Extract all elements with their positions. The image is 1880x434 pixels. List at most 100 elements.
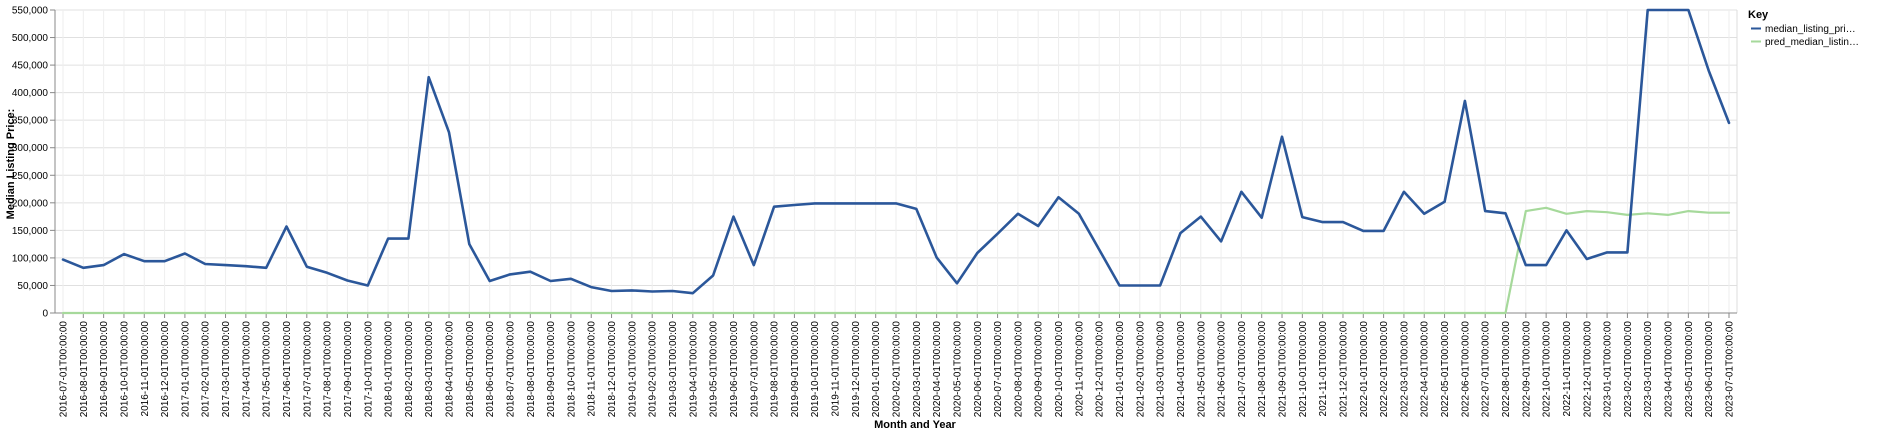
x-tick-label: 2022-12-01T00:00:00 bbox=[1582, 321, 1593, 418]
x-tick-label: 2018-02-01T00:00:00 bbox=[404, 321, 415, 418]
x-tick-label: 2018-07-01T00:00:00 bbox=[505, 321, 516, 418]
y-tick-label: 550,000 bbox=[12, 6, 49, 17]
x-tick-label: 2018-08-01T00:00:00 bbox=[526, 321, 537, 418]
x-tick-label: 2022-08-01T00:00:00 bbox=[1501, 321, 1512, 418]
x-tick-label: 2020-10-01T00:00:00 bbox=[1054, 321, 1065, 418]
x-tick-label: 2020-05-01T00:00:00 bbox=[952, 321, 963, 418]
grid-lines bbox=[55, 9, 1738, 314]
y-tick-label: 250,000 bbox=[12, 171, 49, 182]
x-tick-label: 2016-08-01T00:00:00 bbox=[79, 321, 90, 418]
legend-label: pred_median_listin… bbox=[1765, 37, 1859, 48]
x-tick-label: 2019-02-01T00:00:00 bbox=[648, 321, 659, 418]
y-tick-label: 150,000 bbox=[12, 226, 49, 237]
x-tick-label: 2020-08-01T00:00:00 bbox=[1013, 321, 1024, 418]
x-tick-label: 2022-02-01T00:00:00 bbox=[1379, 321, 1390, 418]
y-axis-title: Median Listing Price: bbox=[5, 109, 17, 220]
x-tick-label: 2018-05-01T00:00:00 bbox=[465, 321, 476, 418]
y-tick-label: 0 bbox=[42, 309, 48, 320]
x-tick-label: 2018-12-01T00:00:00 bbox=[607, 321, 618, 418]
x-tick-label: 2020-02-01T00:00:00 bbox=[892, 321, 903, 418]
x-tick-label: 2020-12-01T00:00:00 bbox=[1095, 321, 1106, 418]
x-tick-label: 2017-10-01T00:00:00 bbox=[363, 321, 374, 418]
x-tick-label: 2018-03-01T00:00:00 bbox=[424, 321, 435, 418]
x-tick-label: 2022-07-01T00:00:00 bbox=[1481, 321, 1492, 418]
series-line-pred-median-listing-price bbox=[61, 206, 1731, 315]
x-tick-label: 2018-01-01T00:00:00 bbox=[384, 321, 395, 418]
x-tick-label: 2016-07-01T00:00:00 bbox=[59, 321, 70, 418]
x-tick-label: 2017-02-01T00:00:00 bbox=[201, 321, 212, 418]
x-tick-label: 2021-12-01T00:00:00 bbox=[1338, 321, 1349, 418]
x-tick-label: 2023-05-01T00:00:00 bbox=[1684, 321, 1695, 418]
x-tick-label: 2023-01-01T00:00:00 bbox=[1603, 321, 1614, 418]
x-tick-label: 2016-09-01T00:00:00 bbox=[99, 321, 110, 418]
x-tick-label: 2017-06-01T00:00:00 bbox=[282, 321, 293, 418]
x-tick-label: 2023-03-01T00:00:00 bbox=[1643, 321, 1654, 418]
x-tick-label: 2022-11-01T00:00:00 bbox=[1562, 321, 1573, 417]
x-tick-label: 2018-09-01T00:00:00 bbox=[546, 321, 557, 418]
x-tick-label: 2022-03-01T00:00:00 bbox=[1399, 321, 1410, 418]
legend: Key median_listing_pri… pred_median_listi… bbox=[1748, 9, 1859, 48]
x-tick-label: 2020-09-01T00:00:00 bbox=[1034, 321, 1045, 418]
x-tick-label: 2022-05-01T00:00:00 bbox=[1440, 321, 1451, 418]
x-tick-label: 2018-10-01T00:00:00 bbox=[566, 321, 577, 418]
x-tick-label: 2019-08-01T00:00:00 bbox=[770, 321, 781, 418]
y-tick-label: 100,000 bbox=[12, 253, 49, 264]
x-tick-label: 2020-03-01T00:00:00 bbox=[912, 321, 923, 418]
x-tick-label: 2023-04-01T00:00:00 bbox=[1664, 321, 1675, 418]
x-tick-label: 2019-07-01T00:00:00 bbox=[749, 321, 760, 418]
y-tick-label: 350,000 bbox=[12, 116, 49, 127]
x-tick-label: 2017-04-01T00:00:00 bbox=[241, 321, 252, 418]
y-tick-label: 500,000 bbox=[12, 33, 49, 44]
x-tick-label: 2017-05-01T00:00:00 bbox=[262, 321, 273, 418]
y-tick-label: 450,000 bbox=[12, 61, 49, 72]
x-tick-label: 2020-01-01T00:00:00 bbox=[871, 321, 882, 418]
x-tick-label: 2017-09-01T00:00:00 bbox=[343, 321, 354, 418]
x-tick-label: 2022-06-01T00:00:00 bbox=[1460, 321, 1471, 418]
legend-title: Key bbox=[1748, 9, 1769, 21]
x-tick-label: 2021-03-01T00:00:00 bbox=[1156, 321, 1167, 418]
y-tick-label: 50,000 bbox=[17, 281, 48, 292]
x-tick-label: 2022-10-01T00:00:00 bbox=[1542, 321, 1553, 418]
x-tick-label: 2019-10-01T00:00:00 bbox=[810, 321, 821, 418]
x-tick-label: 2020-07-01T00:00:00 bbox=[993, 321, 1004, 418]
x-tick-label: 2021-05-01T00:00:00 bbox=[1196, 321, 1207, 418]
x-tick-label: 2019-01-01T00:00:00 bbox=[627, 321, 638, 418]
x-tick-label: 2019-04-01T00:00:00 bbox=[688, 321, 699, 418]
x-tick-label: 2023-02-01T00:00:00 bbox=[1623, 321, 1634, 418]
x-tick-label: 2021-01-01T00:00:00 bbox=[1115, 321, 1126, 418]
x-tick-label: 2021-02-01T00:00:00 bbox=[1135, 321, 1146, 418]
x-tick-label: 2021-09-01T00:00:00 bbox=[1278, 321, 1289, 418]
x-tick-label: 2016-11-01T00:00:00 bbox=[140, 321, 151, 417]
x-tick-label: 2021-04-01T00:00:00 bbox=[1176, 321, 1187, 418]
y-tick-label: 200,000 bbox=[12, 198, 49, 209]
x-tick-label: 2018-06-01T00:00:00 bbox=[485, 321, 496, 418]
x-tick-label: 2019-05-01T00:00:00 bbox=[709, 321, 720, 418]
x-tick-label: 2017-03-01T00:00:00 bbox=[221, 321, 232, 418]
x-tick-label: 2021-10-01T00:00:00 bbox=[1298, 321, 1309, 418]
x-tick-label: 2020-06-01T00:00:00 bbox=[973, 321, 984, 418]
series-lines bbox=[61, 8, 1731, 315]
x-tick-label: 2023-07-01T00:00:00 bbox=[1725, 321, 1736, 418]
x-tick-label: 2016-12-01T00:00:00 bbox=[160, 321, 171, 418]
x-tick-label: 2019-03-01T00:00:00 bbox=[668, 321, 679, 418]
x-tick-label: 2017-07-01T00:00:00 bbox=[302, 321, 313, 418]
x-tick-label: 2021-11-01T00:00:00 bbox=[1318, 321, 1329, 417]
x-tick-label: 2017-08-01T00:00:00 bbox=[323, 321, 334, 418]
x-tick-label: 2021-07-01T00:00:00 bbox=[1237, 321, 1248, 418]
x-tick-label: 2022-09-01T00:00:00 bbox=[1521, 321, 1532, 418]
x-tick-label: 2019-06-01T00:00:00 bbox=[729, 321, 740, 418]
x-tick-label: 2022-01-01T00:00:00 bbox=[1359, 321, 1370, 418]
series-line-median-listing-price bbox=[61, 8, 1731, 295]
x-tick-label: 2018-11-01T00:00:00 bbox=[587, 321, 598, 417]
x-tick-label: 2022-04-01T00:00:00 bbox=[1420, 321, 1431, 418]
x-tick-label: 2019-12-01T00:00:00 bbox=[851, 321, 862, 418]
x-axis: 2016-07-01T00:00:00 2016-08-01T00:00:00 20… bbox=[55, 312, 1737, 418]
x-tick-label: 2020-11-01T00:00:00 bbox=[1074, 321, 1085, 417]
x-tick-label: 2018-04-01T00:00:00 bbox=[445, 321, 456, 418]
x-tick-label: 2017-01-01T00:00:00 bbox=[180, 321, 191, 418]
legend-label: median_listing_pri… bbox=[1765, 24, 1856, 35]
y-axis: 0 50,000 100,000 150,000 200,000 250,000 300,0… bbox=[12, 6, 56, 320]
x-tick-label: 2021-08-01T00:00:00 bbox=[1257, 321, 1268, 418]
x-tick-label: 2019-11-01T00:00:00 bbox=[831, 321, 842, 417]
